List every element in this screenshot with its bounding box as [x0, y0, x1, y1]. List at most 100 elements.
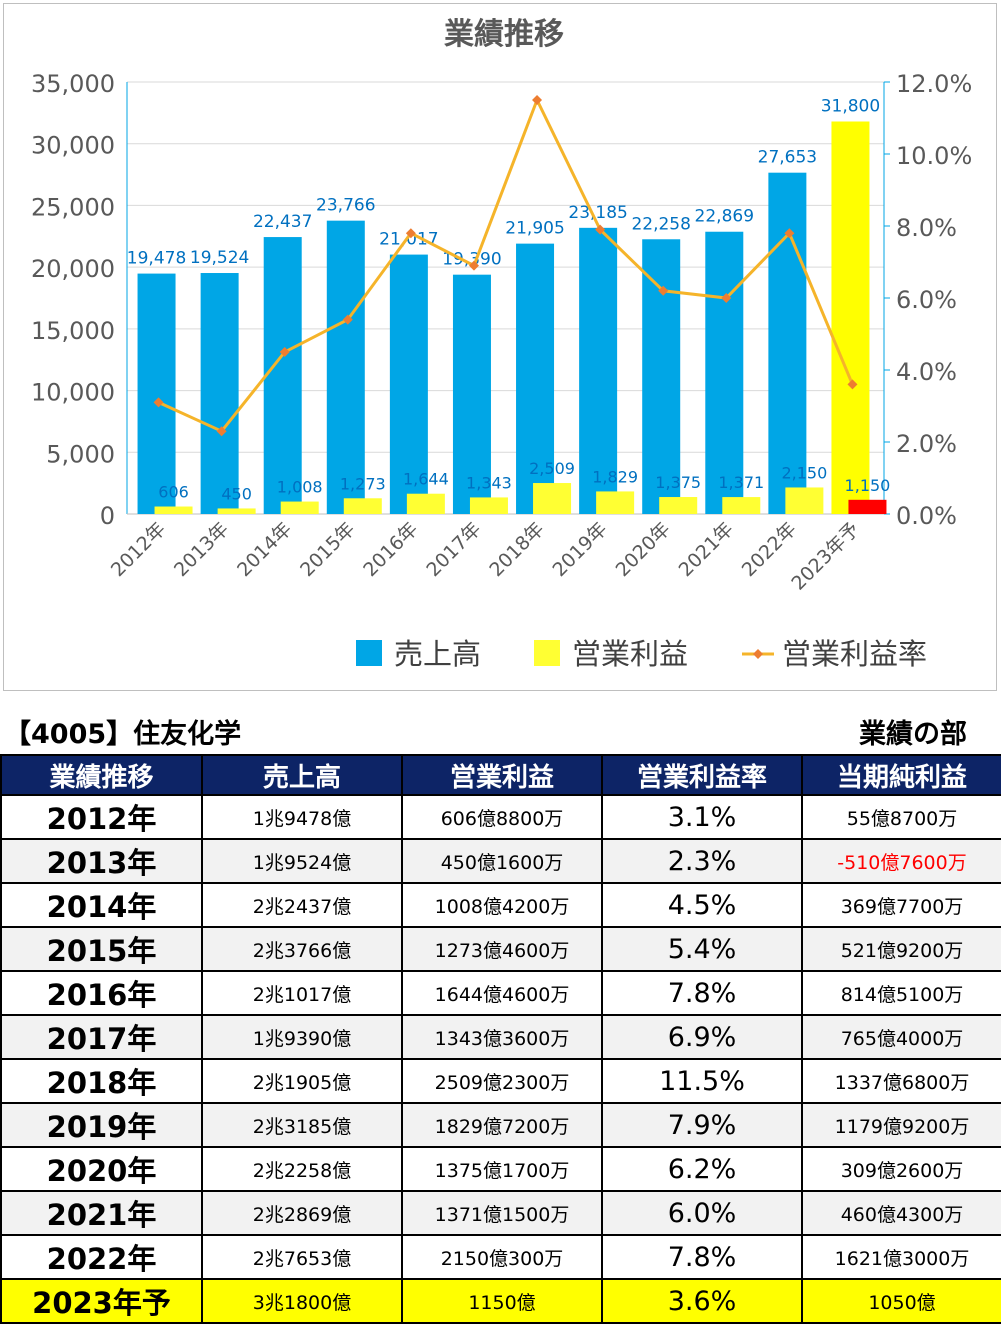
cell-sales: 2兆1905億: [201, 1058, 403, 1104]
cell-sales: 2兆7653億: [201, 1234, 403, 1280]
profit-value-label: 1,273: [340, 474, 386, 493]
margin-point: [658, 285, 669, 296]
sales-bar: [831, 121, 870, 515]
cell-sales: 1兆9478億: [201, 794, 403, 840]
cell-sales: 2兆3185億: [201, 1102, 403, 1148]
cell-operating-profit: 450億1600万: [401, 838, 603, 884]
cell-operating-profit: 1150億: [401, 1278, 603, 1324]
sales-value-label: 19,390: [442, 250, 501, 270]
cell-operating-margin: 3.1%: [601, 794, 803, 840]
sales-bar: [326, 220, 365, 514]
chart-svg: 業績推移 0 5,000 10,000 15,000 20,000 25,000 30,000…: [31, 17, 972, 671]
cell-operating-margin: 5.4%: [601, 926, 803, 972]
sales-value-label: 22,258: [631, 214, 690, 234]
table-row: 2020年 2兆2258億 1375億1700万 6.2% 309億2600万: [0, 1146, 1001, 1192]
cell-operating-profit: 1829億7200万: [401, 1102, 603, 1148]
cell-operating-margin: 11.5%: [601, 1058, 803, 1104]
table-row: 2016年 2兆1017億 1644億4600万 7.8% 814億5100万: [0, 970, 1001, 1016]
profit-value-label: 1,375: [655, 473, 701, 492]
header-operating-margin: 営業利益率: [601, 754, 803, 796]
cell-operating-margin: 7.8%: [601, 1234, 803, 1280]
sales-value-label: 22,869: [695, 207, 754, 227]
cell-net-income: 1337億6800万: [801, 1058, 1001, 1104]
table-row: 2014年 2兆2437億 1008億4200万 4.5% 369億7700万: [0, 882, 1001, 928]
legend-label-margin: 営業利益率: [782, 637, 927, 671]
cell-operating-profit: 2509億2300万: [401, 1058, 603, 1104]
profit-bar: [343, 498, 382, 514]
legend-marker-margin: [753, 649, 763, 659]
sales-bar: [579, 227, 618, 514]
x-tick-label: 2022年: [738, 518, 801, 581]
cell-net-income: 1179億9200万: [801, 1102, 1001, 1148]
cell-period: 2016年: [0, 970, 203, 1016]
x-tick-label: 2015年: [296, 518, 359, 581]
sales-bar: [705, 231, 744, 514]
profit-bar: [406, 493, 445, 514]
sales-bar: [642, 239, 681, 514]
chart-title: 業績推移: [444, 17, 564, 52]
cell-period: 2014年: [0, 882, 203, 928]
cell-operating-profit: 1008億4200万: [401, 882, 603, 928]
margin-line: [157, 96, 854, 434]
table-row: 2015年 2兆3766億 1273億4600万 5.4% 521億9200万: [0, 926, 1001, 972]
header-period: 業績推移: [0, 754, 203, 796]
cell-period: 2022年: [0, 1234, 203, 1280]
cell-period: 2013年: [0, 838, 203, 884]
header-sales: 売上高: [201, 754, 403, 796]
cell-operating-margin: 6.9%: [601, 1014, 803, 1060]
cell-operating-profit: 606億8800万: [401, 794, 603, 840]
performance-table: 業績推移 売上高 営業利益 営業利益率 当期純利益 2012年 1兆9478億 60…: [0, 754, 1001, 1324]
profit-value-label: 606: [158, 483, 189, 502]
cell-operating-profit: 1375億1700万: [401, 1146, 603, 1192]
cell-operating-profit: 1343億3600万: [401, 1014, 603, 1060]
margin-point: [405, 228, 416, 239]
profit-bar: [533, 483, 572, 514]
cell-net-income: 460億4300万: [801, 1190, 1001, 1236]
cell-sales: 2兆2437億: [201, 882, 403, 928]
x-tick-label: 2017年: [422, 518, 485, 581]
table-row: 2018年 2兆1905億 2509億2300万 11.5% 1337億6800万: [0, 1058, 1001, 1104]
performance-chart: 業績推移 0 5,000 10,000 15,000 20,000 25,000 30,000…: [3, 3, 997, 691]
profit-bar: [848, 499, 887, 514]
sales-value-label: 27,653: [758, 148, 817, 168]
y-tick-label: 35,000: [31, 70, 115, 98]
margin-point: [595, 224, 606, 235]
sales-value-label: 19,524: [190, 248, 249, 268]
cell-period: 2023年予: [0, 1278, 203, 1324]
y2-tick-label: 12.0%: [896, 70, 972, 98]
sales-value-label: 22,437: [253, 212, 312, 232]
cell-operating-profit: 2150億300万: [401, 1234, 603, 1280]
y2-tick-label: 2.0%: [896, 430, 957, 458]
sales-value-label: 23,766: [316, 196, 375, 216]
margin-point: [153, 397, 164, 408]
sales-value-label: 23,185: [568, 203, 627, 223]
y2-tick-label: 4.0%: [896, 358, 957, 386]
table-row: 2019年 2兆3185億 1829億7200万 7.9% 1179億9200万: [0, 1102, 1001, 1148]
cell-net-income: 814億5100万: [801, 970, 1001, 1016]
profit-bar: [154, 506, 193, 514]
cell-net-income: -510億7600万: [801, 838, 1001, 884]
cell-operating-margin: 7.8%: [601, 970, 803, 1016]
margin-point: [279, 347, 290, 357]
y2-tick-label: 0.0%: [896, 502, 957, 530]
cell-period: 2012年: [0, 794, 203, 840]
profit-bar: [469, 497, 508, 514]
table-row: 2023年予 3兆1800億 1150億 3.6% 1050億: [0, 1278, 1001, 1324]
x-tick-label: 2013年: [170, 518, 233, 581]
margin-point: [847, 379, 858, 390]
y-tick-label: 5,000: [46, 440, 115, 468]
legend-swatch-profit: [534, 640, 560, 666]
profit-value-label: 2,150: [781, 463, 827, 482]
cell-sales: 2兆2258億: [201, 1146, 403, 1192]
margin-point: [532, 95, 543, 105]
cell-period: 2019年: [0, 1102, 203, 1148]
table-row: 2022年 2兆7653億 2150億300万 7.8% 1621億3000万: [0, 1234, 1001, 1280]
legend-label-sales: 売上高: [394, 637, 481, 671]
profit-value-label: 1,150: [845, 476, 891, 495]
legend-swatch-sales: [356, 640, 382, 666]
x-tick-label: 2016年: [359, 518, 422, 581]
cell-operating-margin: 6.0%: [601, 1190, 803, 1236]
cell-period: 2018年: [0, 1058, 203, 1104]
x-tick-label: 2012年: [107, 518, 170, 581]
y-tick-label: 20,000: [31, 255, 115, 283]
